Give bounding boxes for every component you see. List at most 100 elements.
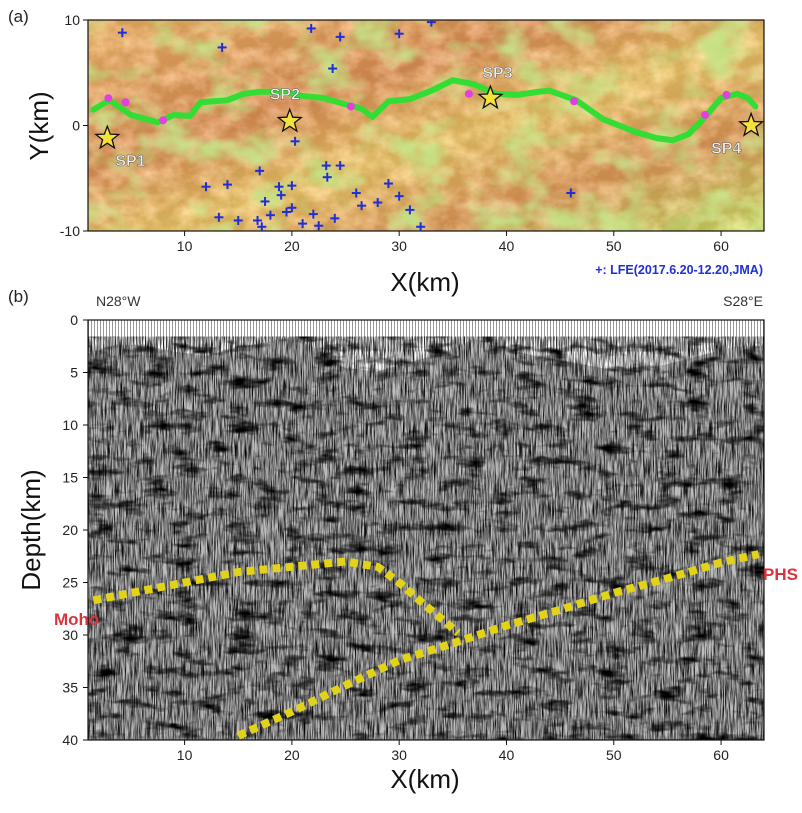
section-y-axis: 0 5 10 15 20 25 30 35 40	[62, 312, 88, 748]
shot-point-label: SP3	[482, 65, 512, 82]
map-y-tick-label: 10	[64, 12, 80, 28]
shot-point-label: SP1	[115, 153, 145, 170]
lfe-marker	[314, 221, 324, 231]
phs-label: PHS	[763, 565, 798, 584]
topography-map	[88, 20, 764, 231]
lfe-marker	[416, 222, 426, 231]
lfe-marker	[233, 215, 243, 225]
shot-point-star	[737, 111, 765, 137]
lfe-marker	[117, 28, 127, 38]
panel-a-label: (a)	[8, 7, 29, 26]
map-y-tick-label: -10	[60, 223, 80, 239]
section-x-tick-label: 60	[713, 747, 729, 763]
section-y-tick-label: 30	[62, 627, 78, 643]
lfe-marker	[373, 198, 383, 208]
section-x-tick-label: 30	[391, 747, 407, 763]
receiver-station-marker	[104, 94, 113, 103]
lfe-marker	[265, 210, 275, 220]
section-y-tick-label: 15	[62, 470, 78, 486]
receiver-station-marker	[722, 90, 731, 99]
map-x-axis: 10 20 30 40 50 60	[177, 231, 729, 254]
receiver-line-path	[90, 77, 759, 144]
lfe-marker	[394, 29, 404, 39]
lfe-marker	[335, 32, 345, 42]
section-y-tick-label: 5	[70, 365, 78, 381]
section-y-tick-label: 20	[62, 522, 78, 538]
lfe-legend: +: LFE(2017.6.20-12.20,JMA)	[595, 263, 763, 277]
lfe-marker	[351, 188, 361, 198]
lfe-marker	[214, 212, 224, 222]
lfe-marker	[405, 205, 415, 215]
receiver-station-marker	[159, 116, 168, 125]
map-x-tick-label: 60	[713, 238, 729, 254]
lfe-marker	[298, 219, 308, 229]
lfe-marker	[201, 182, 211, 192]
lfe-marker	[222, 180, 232, 190]
lfe-marker	[282, 207, 292, 217]
lfe-marker	[217, 42, 227, 52]
lfe-marker	[383, 179, 393, 189]
lfe-marker	[287, 181, 297, 191]
section-y-tick-label: 0	[70, 312, 78, 328]
lfe-marker	[308, 209, 318, 219]
section-y-tick-label: 25	[62, 575, 78, 591]
interpreted-reflectors	[92, 550, 760, 740]
lfe-marker	[253, 215, 263, 225]
lfe-markers	[117, 20, 576, 231]
left-azimuth-label: N28°W	[96, 293, 141, 309]
receiver-station-marker	[700, 110, 709, 119]
section-x-axis: 10 20 30 40 50 60	[177, 740, 729, 763]
section-y-tick-label: 40	[62, 732, 78, 748]
panel-b-label: (b)	[8, 287, 29, 306]
moho-label: Moho	[54, 610, 99, 629]
lfe-marker	[290, 136, 300, 146]
section-x-tick-label: 10	[177, 747, 193, 763]
shot-point-label: SP4	[711, 141, 741, 158]
map-x-axis-label: X(km)	[390, 267, 459, 297]
shot-point-star	[477, 84, 504, 110]
phs-reflector	[236, 550, 760, 740]
lfe-marker	[357, 201, 367, 211]
lfe-marker	[566, 188, 576, 198]
right-azimuth-label: S28°E	[723, 293, 763, 309]
section-x-tick-label: 20	[284, 747, 300, 763]
section-x-axis-label: X(km)	[390, 764, 459, 794]
lfe-marker	[257, 222, 267, 231]
map-x-tick-label: 20	[284, 238, 300, 254]
section-x-tick-label: 50	[606, 747, 622, 763]
lfe-marker	[330, 213, 340, 223]
map-y-tick-label: 0	[72, 118, 80, 134]
shot-point-star	[276, 107, 303, 133]
lfe-marker	[306, 23, 316, 33]
lfe-marker	[322, 172, 332, 182]
lfe-marker	[276, 190, 286, 200]
map-y-axis-label: Y(km)	[24, 91, 54, 160]
receiver-line	[90, 77, 759, 144]
map-x-tick-label: 30	[391, 238, 407, 254]
seismic-section	[88, 320, 764, 740]
lfe-marker	[335, 161, 345, 171]
receiver-station-marker	[346, 102, 355, 111]
receiver-station-marker	[121, 98, 130, 107]
lfe-marker	[321, 161, 331, 171]
shot-points: SP1 SP2 SP3 SP4	[94, 65, 765, 170]
section-y-axis-label: Depth(km)	[16, 469, 46, 590]
shot-point-label: SP2	[270, 86, 300, 103]
shot-point-star	[94, 124, 121, 150]
lfe-marker	[328, 64, 338, 74]
lfe-marker	[287, 203, 297, 213]
lfe-marker	[260, 196, 270, 206]
section-y-tick-label: 35	[62, 680, 78, 696]
section-y-tick-label: 10	[62, 417, 78, 433]
receiver-station-marker	[570, 97, 579, 106]
lfe-marker	[426, 20, 436, 27]
lfe-marker	[394, 191, 404, 201]
lfe-marker	[274, 182, 284, 192]
map-x-tick-label: 10	[177, 238, 193, 254]
map-x-tick-label: 40	[499, 238, 515, 254]
map-y-axis: 10 0 -10	[60, 12, 88, 239]
map-x-tick-label: 50	[606, 238, 622, 254]
receiver-station-marker	[464, 89, 473, 98]
moho-reflector	[92, 557, 461, 636]
